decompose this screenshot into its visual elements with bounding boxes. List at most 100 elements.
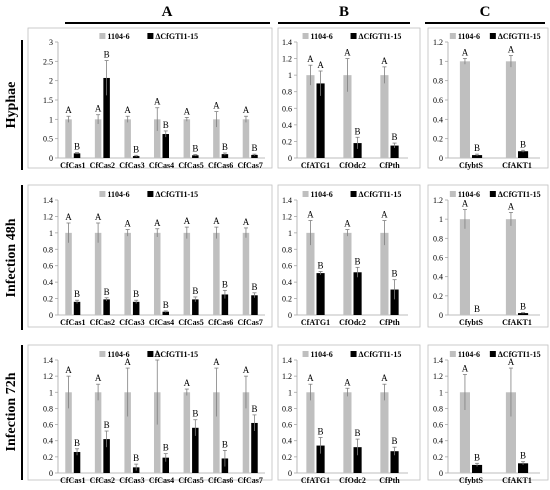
significance-letter: B xyxy=(192,286,198,296)
x-category-label: CfAKT1 xyxy=(502,318,532,327)
legend-swatch-mut xyxy=(489,33,496,39)
significance-letter: A xyxy=(184,216,191,226)
y-tick-label: 0.4 xyxy=(282,121,292,130)
y-tick-label: 0.2 xyxy=(433,135,443,144)
significance-letter: A xyxy=(381,210,388,220)
significance-letter: A xyxy=(213,216,220,226)
significance-letter: B xyxy=(474,304,480,314)
x-category-label: CfOdc2 xyxy=(339,318,366,327)
y-tick-label: 1 xyxy=(288,388,292,397)
significance-letter: A xyxy=(462,47,469,57)
bar-mut xyxy=(73,153,81,158)
significance-letter: A xyxy=(344,48,351,58)
bar-mut xyxy=(472,464,483,473)
legend-label-wt: 1104-6 xyxy=(311,32,333,41)
bar-wt xyxy=(65,232,72,315)
significance-letter: B xyxy=(133,453,139,463)
significance-letter: A xyxy=(508,201,515,211)
bar-mut xyxy=(103,77,110,158)
column-a-label: A xyxy=(162,4,173,20)
row-hyphae-label: Hyphae xyxy=(4,82,19,129)
significance-letter: B xyxy=(474,143,480,153)
x-category-label: CfCas6 xyxy=(208,318,233,327)
chart-panel-B2: 0 0.2 0.4 0.6 0.8 1 1.2 1.4 1104-6 ΔCfGTI1-15 A B Cf… xyxy=(277,184,421,328)
legend-label-mut: ΔCfGTI1-15 xyxy=(359,350,402,359)
bar-mut xyxy=(192,155,199,158)
bar-wt xyxy=(213,119,220,158)
legend-label-wt: 1104-6 xyxy=(458,32,480,41)
significance-letter: A xyxy=(213,357,220,367)
legend-label-mut: ΔCfGTI1-15 xyxy=(155,190,198,199)
significance-letter: A xyxy=(95,104,102,114)
legend-swatch-mut xyxy=(147,191,154,197)
legend-swatch-wt xyxy=(99,33,106,39)
y-tick-label: 0 xyxy=(288,154,292,163)
legend-swatch-wt xyxy=(99,351,106,357)
chart-panel-A2: 0 0.2 0.4 0.6 0.8 1 1.2 1.4 1104-6 ΔCfGTI1-15 A B Cf… xyxy=(27,184,273,328)
legend-swatch-mut xyxy=(350,191,357,197)
x-category-label: CfCas4 xyxy=(149,476,174,485)
bar-wt xyxy=(343,392,352,473)
x-category-label: CfCas4 xyxy=(149,318,174,327)
significance-letter: B xyxy=(318,260,324,270)
x-category-label: CfPth xyxy=(379,318,400,327)
x-category-label: CfATG1 xyxy=(301,318,330,327)
y-tick-label: 1 xyxy=(439,57,443,66)
y-tick-label: 0.8 xyxy=(43,404,53,413)
y-tick-label: 0.2 xyxy=(43,295,53,304)
bar-wt xyxy=(242,392,250,473)
legend-label-mut: ΔCfGTI1-15 xyxy=(498,350,541,359)
x-category-label: CfCas3 xyxy=(119,161,144,170)
bar-wt xyxy=(459,61,470,159)
y-tick-label: 1.4 xyxy=(43,196,53,205)
x-category-label: CfAKT1 xyxy=(502,476,532,485)
y-tick-label: 1.2 xyxy=(433,196,443,205)
y-tick-label: 0.2 xyxy=(282,137,292,146)
significance-letter: B xyxy=(133,144,139,154)
significance-letter: A xyxy=(124,105,131,115)
y-tick-label: 1.2 xyxy=(282,372,292,381)
y-tick-label: 0.5 xyxy=(43,135,53,144)
x-category-label: CfCas6 xyxy=(208,161,233,170)
x-category-label: CfAKT1 xyxy=(502,161,532,170)
y-tick-label: 1.2 xyxy=(282,212,292,221)
legend-swatch-wt xyxy=(302,351,309,357)
significance-letter: B xyxy=(222,439,228,449)
y-tick-label: 1 xyxy=(288,229,292,238)
y-tick-label: 1 xyxy=(49,229,53,238)
legend-label-wt: 1104-6 xyxy=(311,190,333,199)
significance-letter: B xyxy=(520,139,526,149)
significance-letter: A xyxy=(307,373,314,383)
significance-letter: A xyxy=(184,378,191,388)
y-tick-label: 0.4 xyxy=(433,273,443,282)
y-tick-label: 0.8 xyxy=(282,88,292,97)
y-tick-label: 0.2 xyxy=(282,453,292,462)
x-category-label: CfCas5 xyxy=(178,161,203,170)
bar-wt xyxy=(505,61,516,159)
significance-letter: A xyxy=(65,212,72,222)
significance-letter: A xyxy=(381,373,388,383)
bar-mut xyxy=(518,463,529,473)
row-48h-label: Infection 48h xyxy=(4,218,19,297)
bar-mut xyxy=(162,457,170,473)
y-tick-label: 1.4 xyxy=(282,38,292,47)
x-category-label: CfATG1 xyxy=(301,476,330,485)
y-tick-label: 1.4 xyxy=(282,196,292,205)
y-tick-label: 2 xyxy=(49,77,53,86)
y-tick-label: 1.4 xyxy=(282,356,292,365)
legend-swatch-mut xyxy=(350,351,357,357)
y-tick-label: 0.4 xyxy=(433,437,443,446)
y-tick-label: 0 xyxy=(49,469,53,478)
panel-frame xyxy=(427,27,549,169)
significance-letter: A xyxy=(154,218,161,228)
significance-letter: A xyxy=(462,364,469,374)
x-category-label: CfCas1 xyxy=(60,476,85,485)
bar-mut xyxy=(390,145,399,158)
bar-wt xyxy=(343,75,352,158)
x-category-label: CfOdc2 xyxy=(339,476,366,485)
bar-wt xyxy=(380,392,389,473)
y-tick-label: 1 xyxy=(439,215,443,224)
